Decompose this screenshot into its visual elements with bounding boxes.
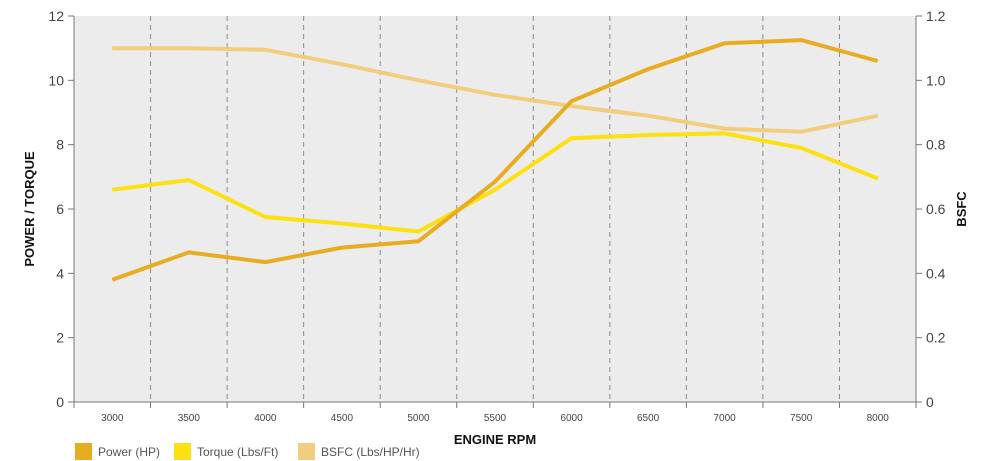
- legend: Power (HP) Torque (Lbs/Ft) BSFC (Lbs/HP/Hr…: [75, 443, 420, 460]
- x-tick-label: 6000: [560, 413, 583, 424]
- y-right-tick-label: 0.4: [926, 265, 946, 281]
- y-left-tick-label: 4: [56, 265, 64, 281]
- axes: 0 2 4 6 8 10 12 0 0.2 0.4 0.6 0.8 1.0 1.2 3000 3500 4000…: [48, 8, 945, 424]
- x-tick-label: 7000: [714, 413, 737, 424]
- plot-area: [74, 16, 916, 402]
- x-tick-label: 3500: [178, 413, 201, 424]
- y-left-tick-label: 10: [48, 72, 64, 88]
- series-line-bsfc: [112, 46, 879, 134]
- x-tick-label: 6500: [637, 413, 660, 424]
- legend-label-power: Power (HP): [98, 445, 160, 459]
- legend-swatch-power: [75, 443, 92, 460]
- x-tick-label: 5000: [407, 413, 430, 424]
- x-axis-title: ENGINE RPM: [454, 432, 536, 447]
- x-tick-label: 7500: [790, 413, 813, 424]
- x-tick-label: 8000: [867, 413, 890, 424]
- y-right-tick-label: 1.0: [926, 72, 946, 88]
- y-right-tick-label: 0.8: [926, 137, 946, 153]
- y-left-tick-label: 0: [56, 394, 64, 410]
- series-line-power: [111, 38, 879, 282]
- y-left-tick-label: 8: [56, 137, 64, 153]
- y-axis-left-title: POWER / TORQUE: [22, 151, 37, 267]
- y-right-tick-label: 0.2: [926, 330, 946, 346]
- x-tick-label: 5500: [484, 413, 507, 424]
- series-lines: [111, 38, 879, 282]
- legend-swatch-torque: [174, 443, 191, 460]
- legend-swatch-bsfc: [298, 443, 315, 460]
- series-line-torque: [112, 131, 879, 234]
- y-axis-right-title: BSFC: [954, 191, 969, 227]
- y-right-tick-label: 0: [926, 394, 934, 410]
- x-tick-label: 4500: [331, 413, 354, 424]
- legend-label-torque: Torque (Lbs/Ft): [197, 445, 278, 459]
- legend-label-bsfc: BSFC (Lbs/HP/Hr): [321, 445, 420, 459]
- y-right-tick-label: 0.6: [926, 201, 946, 217]
- x-tick-label: 4000: [254, 413, 277, 424]
- x-tick-label: 3000: [101, 413, 124, 424]
- y-left-tick-label: 2: [56, 330, 64, 346]
- y-right-tick-label: 1.2: [926, 8, 946, 24]
- y-left-tick-label: 6: [56, 201, 64, 217]
- y-left-tick-label: 12: [48, 8, 64, 24]
